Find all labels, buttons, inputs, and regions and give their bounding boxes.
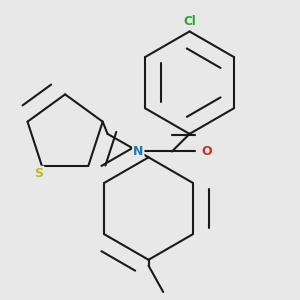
Text: S: S (34, 167, 43, 180)
Text: N: N (133, 145, 143, 158)
Text: Cl: Cl (183, 15, 196, 28)
Text: O: O (201, 145, 212, 158)
